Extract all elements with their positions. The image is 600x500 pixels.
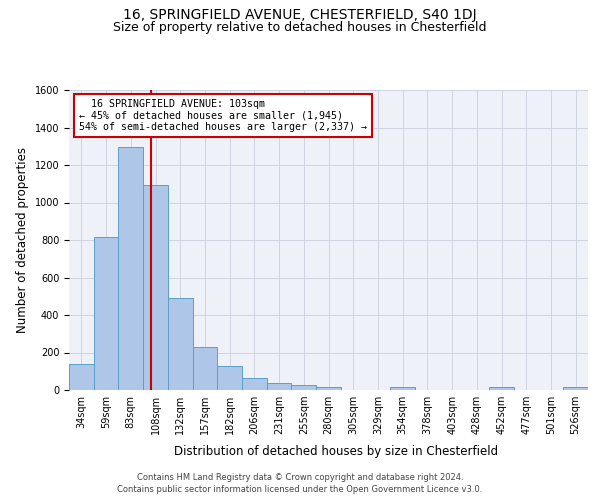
Bar	[292, 385, 316, 390]
Bar	[94, 237, 118, 390]
Bar	[168, 298, 193, 390]
Bar	[143, 184, 168, 390]
Text: Contains HM Land Registry data © Crown copyright and database right 2024.
Contai: Contains HM Land Registry data © Crown c…	[118, 472, 482, 494]
Bar	[118, 147, 143, 390]
Bar	[489, 388, 514, 390]
Bar	[316, 388, 341, 390]
Y-axis label: Number of detached properties: Number of detached properties	[16, 147, 29, 333]
Bar	[193, 347, 217, 390]
Text: 16, SPRINGFIELD AVENUE, CHESTERFIELD, S40 1DJ: 16, SPRINGFIELD AVENUE, CHESTERFIELD, S4…	[123, 8, 477, 22]
Text: Size of property relative to detached houses in Chesterfield: Size of property relative to detached ho…	[113, 21, 487, 34]
Bar	[69, 364, 94, 390]
Bar	[217, 366, 242, 390]
Text: 16 SPRINGFIELD AVENUE: 103sqm
← 45% of detached houses are smaller (1,945)
54% o: 16 SPRINGFIELD AVENUE: 103sqm ← 45% of d…	[79, 99, 367, 132]
Bar	[242, 378, 267, 390]
Text: Distribution of detached houses by size in Chesterfield: Distribution of detached houses by size …	[174, 444, 498, 458]
Bar	[563, 388, 588, 390]
Bar	[390, 388, 415, 390]
Bar	[267, 383, 292, 390]
